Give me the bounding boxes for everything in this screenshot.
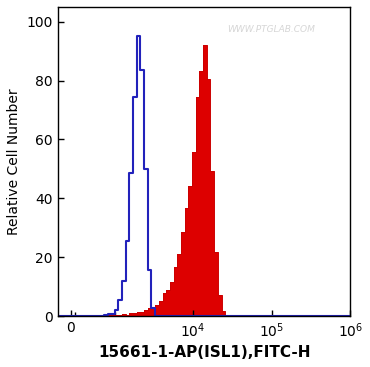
- Text: WWW.PTGLAB.COM: WWW.PTGLAB.COM: [228, 25, 315, 34]
- Y-axis label: Relative Cell Number: Relative Cell Number: [7, 88, 21, 235]
- X-axis label: 15661-1-AP(ISL1),FITC-H: 15661-1-AP(ISL1),FITC-H: [98, 345, 310, 360]
